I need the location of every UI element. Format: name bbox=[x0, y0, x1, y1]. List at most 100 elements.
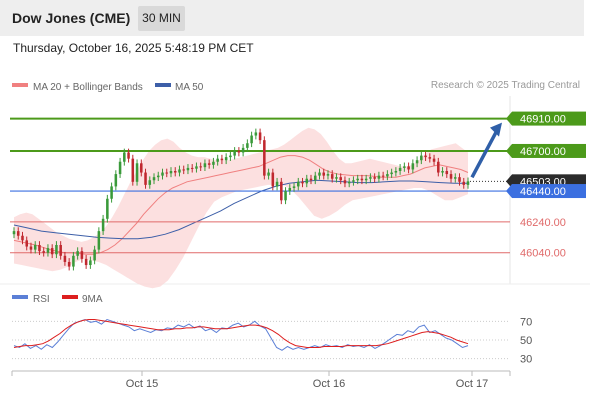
bollinger-band-area bbox=[14, 127, 468, 289]
candle-body bbox=[284, 191, 287, 201]
ma50-legend-swatch bbox=[155, 83, 171, 87]
x-tick-label: Oct 15 bbox=[126, 378, 158, 390]
candle-body bbox=[326, 174, 330, 176]
rsi-tick-label: 30 bbox=[520, 354, 532, 366]
candle-body bbox=[390, 172, 393, 175]
candle-body bbox=[144, 172, 147, 185]
candle-body bbox=[38, 245, 41, 252]
candle-body bbox=[267, 172, 270, 176]
candle-body bbox=[356, 178, 359, 181]
candlesticks bbox=[12, 128, 470, 271]
ma50-legend-label: MA 50 bbox=[175, 82, 204, 93]
candle-body bbox=[377, 175, 381, 179]
candle-body bbox=[449, 174, 453, 179]
candle-body bbox=[246, 143, 249, 148]
candle-body bbox=[330, 174, 334, 179]
candle-body bbox=[220, 158, 224, 161]
candle-body bbox=[339, 177, 342, 181]
level-tag-pointer bbox=[506, 111, 512, 126]
candle-body bbox=[29, 246, 33, 250]
candle-body bbox=[118, 161, 122, 175]
ma50-line bbox=[13, 179, 468, 240]
candle-body bbox=[123, 152, 126, 162]
candle-body bbox=[301, 181, 304, 184]
x-axis: Oct 15 Oct 16 Oct 17 bbox=[11, 371, 511, 390]
candle-body bbox=[458, 177, 461, 182]
candle-body bbox=[67, 261, 71, 267]
bollinger-bands bbox=[14, 127, 468, 289]
candle-body bbox=[381, 175, 385, 177]
candle-body bbox=[21, 235, 24, 241]
candle-body bbox=[407, 166, 410, 170]
level-label-resistance: 46910.00 bbox=[520, 114, 566, 126]
candle-body bbox=[84, 258, 88, 266]
rsi-line bbox=[13, 318, 469, 351]
candle-body bbox=[165, 172, 169, 174]
candle-body bbox=[80, 251, 84, 259]
candle-body bbox=[190, 167, 194, 169]
candle-body bbox=[42, 251, 45, 253]
candle-body bbox=[347, 181, 351, 184]
candle-body bbox=[199, 166, 202, 168]
forecast-arrow-head bbox=[490, 122, 502, 137]
candle-body bbox=[140, 163, 143, 173]
candle-body bbox=[93, 249, 96, 261]
candle-body bbox=[258, 132, 262, 141]
candle-body bbox=[415, 160, 419, 164]
candle-body bbox=[46, 248, 50, 253]
candle-body bbox=[313, 175, 317, 181]
candle-body bbox=[12, 231, 16, 235]
candle-body bbox=[135, 163, 139, 182]
level-tag-pointer bbox=[506, 143, 512, 158]
candle-body bbox=[428, 157, 432, 159]
candle-body bbox=[437, 161, 440, 173]
candle-body bbox=[63, 255, 67, 262]
candle-body bbox=[309, 178, 313, 181]
candle-body bbox=[424, 155, 427, 158]
candle-body bbox=[280, 181, 283, 201]
rsi-tick-label: 70 bbox=[520, 316, 532, 328]
candle-body bbox=[169, 171, 173, 174]
candle-body bbox=[462, 181, 466, 185]
candle-body bbox=[369, 177, 372, 179]
ma20-legend-label: MA 20 + Bollinger Bands bbox=[33, 82, 143, 93]
timeframe-badge[interactable]: 30 MIN bbox=[138, 6, 185, 31]
candle-body bbox=[297, 181, 300, 187]
x-tick-label: Oct 16 bbox=[313, 378, 345, 390]
candle-body bbox=[207, 163, 211, 165]
candle-body bbox=[322, 172, 326, 176]
candle-body bbox=[224, 157, 228, 161]
candle-body bbox=[173, 171, 177, 173]
rsi-ma-line bbox=[13, 319, 469, 348]
level-tag-pointer bbox=[506, 174, 512, 189]
candle-body bbox=[364, 178, 368, 181]
candle-body bbox=[318, 172, 321, 176]
candle-body bbox=[203, 163, 207, 168]
candle-body bbox=[254, 132, 258, 136]
candle-body bbox=[156, 175, 160, 178]
candle-body bbox=[241, 147, 245, 153]
level-label-support: 46240.00 bbox=[520, 217, 566, 229]
candle-body bbox=[110, 186, 113, 199]
candle-body bbox=[195, 166, 198, 169]
candle-body bbox=[182, 169, 185, 171]
candle-body bbox=[16, 231, 20, 236]
rsi-ma-legend-label: 9MA bbox=[82, 294, 103, 305]
candle-body bbox=[398, 167, 402, 171]
candle-body bbox=[275, 181, 279, 187]
candle-body bbox=[411, 163, 415, 170]
level-tag-resistance bbox=[512, 111, 586, 126]
candle-body bbox=[292, 186, 296, 188]
credit-label: Research © 2025 Trading Central bbox=[430, 80, 580, 91]
candle-body bbox=[263, 140, 266, 176]
candle-body bbox=[403, 166, 406, 168]
rsi-tick-label: 50 bbox=[520, 335, 532, 347]
candle-body bbox=[335, 177, 338, 179]
candle-body bbox=[101, 218, 105, 232]
candle-body bbox=[50, 248, 54, 255]
candle-body bbox=[55, 245, 58, 255]
candle-body bbox=[394, 171, 398, 173]
candle-body bbox=[161, 172, 164, 176]
candle-body bbox=[343, 180, 347, 184]
ma20-legend-swatch bbox=[12, 83, 28, 87]
